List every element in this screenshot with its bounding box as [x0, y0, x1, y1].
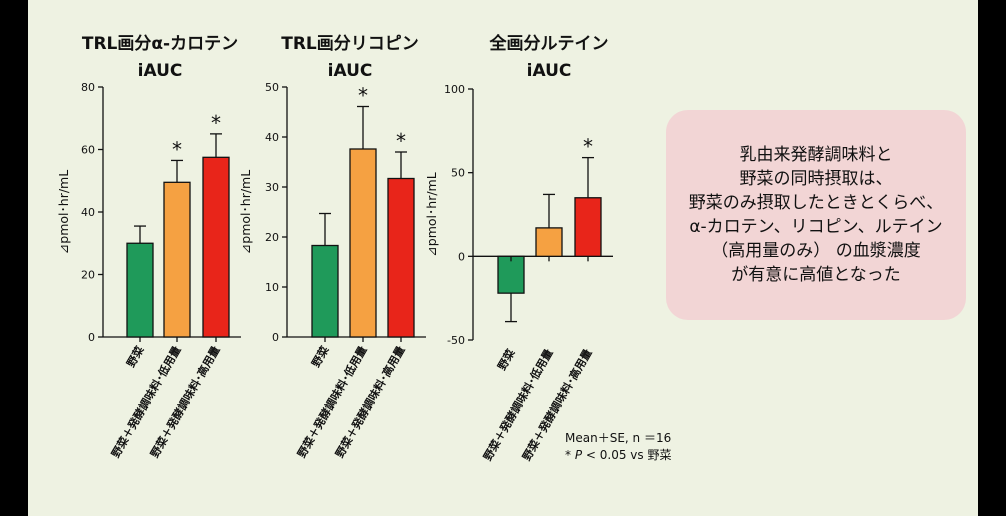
callout-line: 野菜の同時摂取は、 [739, 169, 893, 189]
footnote-p-threshold: < 0.05 vs 野菜 [582, 448, 672, 462]
charts-svg: TRL画分α-カロテンiAUC020406080⊿pmol･hr/mL**野菜野… [56, 33, 613, 463]
figure-panel: TRL画分α-カロテン iAUC 0 20 40 60 80 ⊿pmol･hr/mL * * 野菜野… [28, 0, 978, 516]
significance-marker: * [583, 135, 593, 159]
category-label: 野菜＋発酵調味料･低用量 [108, 344, 183, 461]
category-label: 野菜＋発酵調味料･高用量 [147, 344, 222, 461]
significance-marker: * [358, 84, 368, 108]
category-label: 野菜＋発酵調味料･低用量 [294, 344, 369, 461]
bar [349, 148, 377, 338]
category-label: 野菜 [494, 346, 518, 373]
y-tick-label: 60 [81, 144, 95, 157]
significance-marker: * [396, 129, 406, 153]
y-tick-label: 20 [265, 231, 279, 244]
bar [387, 177, 415, 338]
significance-marker: * [172, 137, 182, 161]
y-axis-label: ⊿pmol･hr/mL [424, 172, 439, 256]
footnote-p-symbol: * P [565, 448, 583, 462]
chart-subtitle: iAUC [138, 61, 183, 81]
y-tick-label: 0 [458, 250, 465, 263]
callout-line: 乳由来発酵調味料と [739, 145, 893, 165]
chart-title: TRL画分リコピン [281, 34, 419, 54]
y-tick-label: 50 [451, 167, 465, 180]
y-tick-label: 40 [265, 131, 279, 144]
chart-subtitle: iAUC [328, 61, 373, 81]
category-label: 野菜 [123, 343, 147, 370]
y-tick-label: 50 [265, 81, 279, 94]
chart-3: 全画分ルテイン iAUC -50 0 50 100 ⊿pmol･hr/mL * 野菜野菜＋発酵調… [424, 33, 613, 463]
summary-callout: 乳由来発酵調味料と 野菜の同時摂取は、 野菜のみ摂取したときとくらべ、 α-カロ… [666, 110, 966, 320]
y-tick-label: 0 [272, 331, 279, 344]
bar [535, 227, 563, 257]
y-tick-label: 100 [444, 83, 465, 96]
bar [574, 197, 602, 257]
chart-1: TRL画分α-カロテン iAUC 0 20 40 60 80 ⊿pmol･hr/mL * * 野菜野… [56, 34, 241, 460]
callout-line: （高用量のみ） の血漿濃度 [711, 241, 921, 261]
y-tick-label: -50 [447, 334, 465, 347]
category-label: 野菜 [308, 343, 332, 370]
y-tick-label: 80 [81, 81, 95, 94]
y-tick-label: 40 [81, 206, 95, 219]
y-tick-label: 10 [265, 281, 279, 294]
chart-title: TRL画分α-カロテン [82, 34, 238, 54]
chart-title: 全画分ルテイン [489, 33, 609, 54]
chart-2: TRL画分リコピン iAUC 0 10 20 30 40 50 ⊿pmol･hr/mL * * 野菜野… [238, 34, 426, 460]
y-tick-label: 30 [265, 181, 279, 194]
category-label: 野菜＋発酵調味料･低用量 [480, 347, 555, 464]
chart-subtitle: iAUC [527, 61, 572, 81]
bar [126, 242, 154, 338]
bar [202, 156, 230, 338]
y-axis-label: ⊿pmol･hr/mL [56, 170, 71, 254]
bar [497, 255, 525, 294]
callout-line: が有意に高値となった [731, 265, 901, 285]
footnote-significance: * P < 0.05 vs 野菜 [565, 447, 671, 464]
statistics-footnote: Mean＋SE, n ＝16 * P < 0.05 vs 野菜 [565, 430, 671, 464]
callout-line: α-カロテン、リコピン、ルテイン [689, 217, 943, 237]
y-tick-label: 0 [88, 331, 95, 344]
callout-line: 野菜のみ摂取したときとくらべ、 [688, 193, 944, 213]
significance-marker: * [211, 111, 221, 135]
footnote-stats: Mean＋SE, n ＝16 [565, 431, 672, 445]
category-label: 野菜＋発酵調味料･高用量 [332, 344, 407, 461]
bar [163, 181, 191, 338]
y-axis-label: ⊿pmol･hr/mL [238, 170, 253, 254]
y-tick-label: 20 [81, 269, 95, 282]
bar [311, 244, 339, 338]
